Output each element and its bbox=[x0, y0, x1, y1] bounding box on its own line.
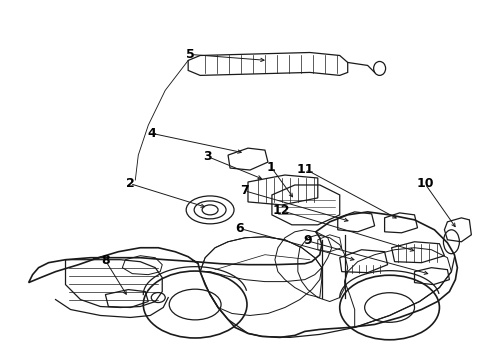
Text: 7: 7 bbox=[240, 184, 248, 197]
Text: 4: 4 bbox=[147, 127, 156, 140]
Text: 12: 12 bbox=[272, 204, 289, 217]
Text: 6: 6 bbox=[235, 222, 244, 235]
Text: 10: 10 bbox=[415, 177, 433, 190]
Text: 9: 9 bbox=[303, 234, 311, 247]
Text: 5: 5 bbox=[186, 48, 195, 61]
Text: 11: 11 bbox=[296, 163, 314, 176]
Text: 3: 3 bbox=[203, 150, 212, 163]
Text: 2: 2 bbox=[125, 177, 134, 190]
Text: 1: 1 bbox=[266, 161, 275, 174]
Text: 8: 8 bbox=[101, 254, 110, 267]
